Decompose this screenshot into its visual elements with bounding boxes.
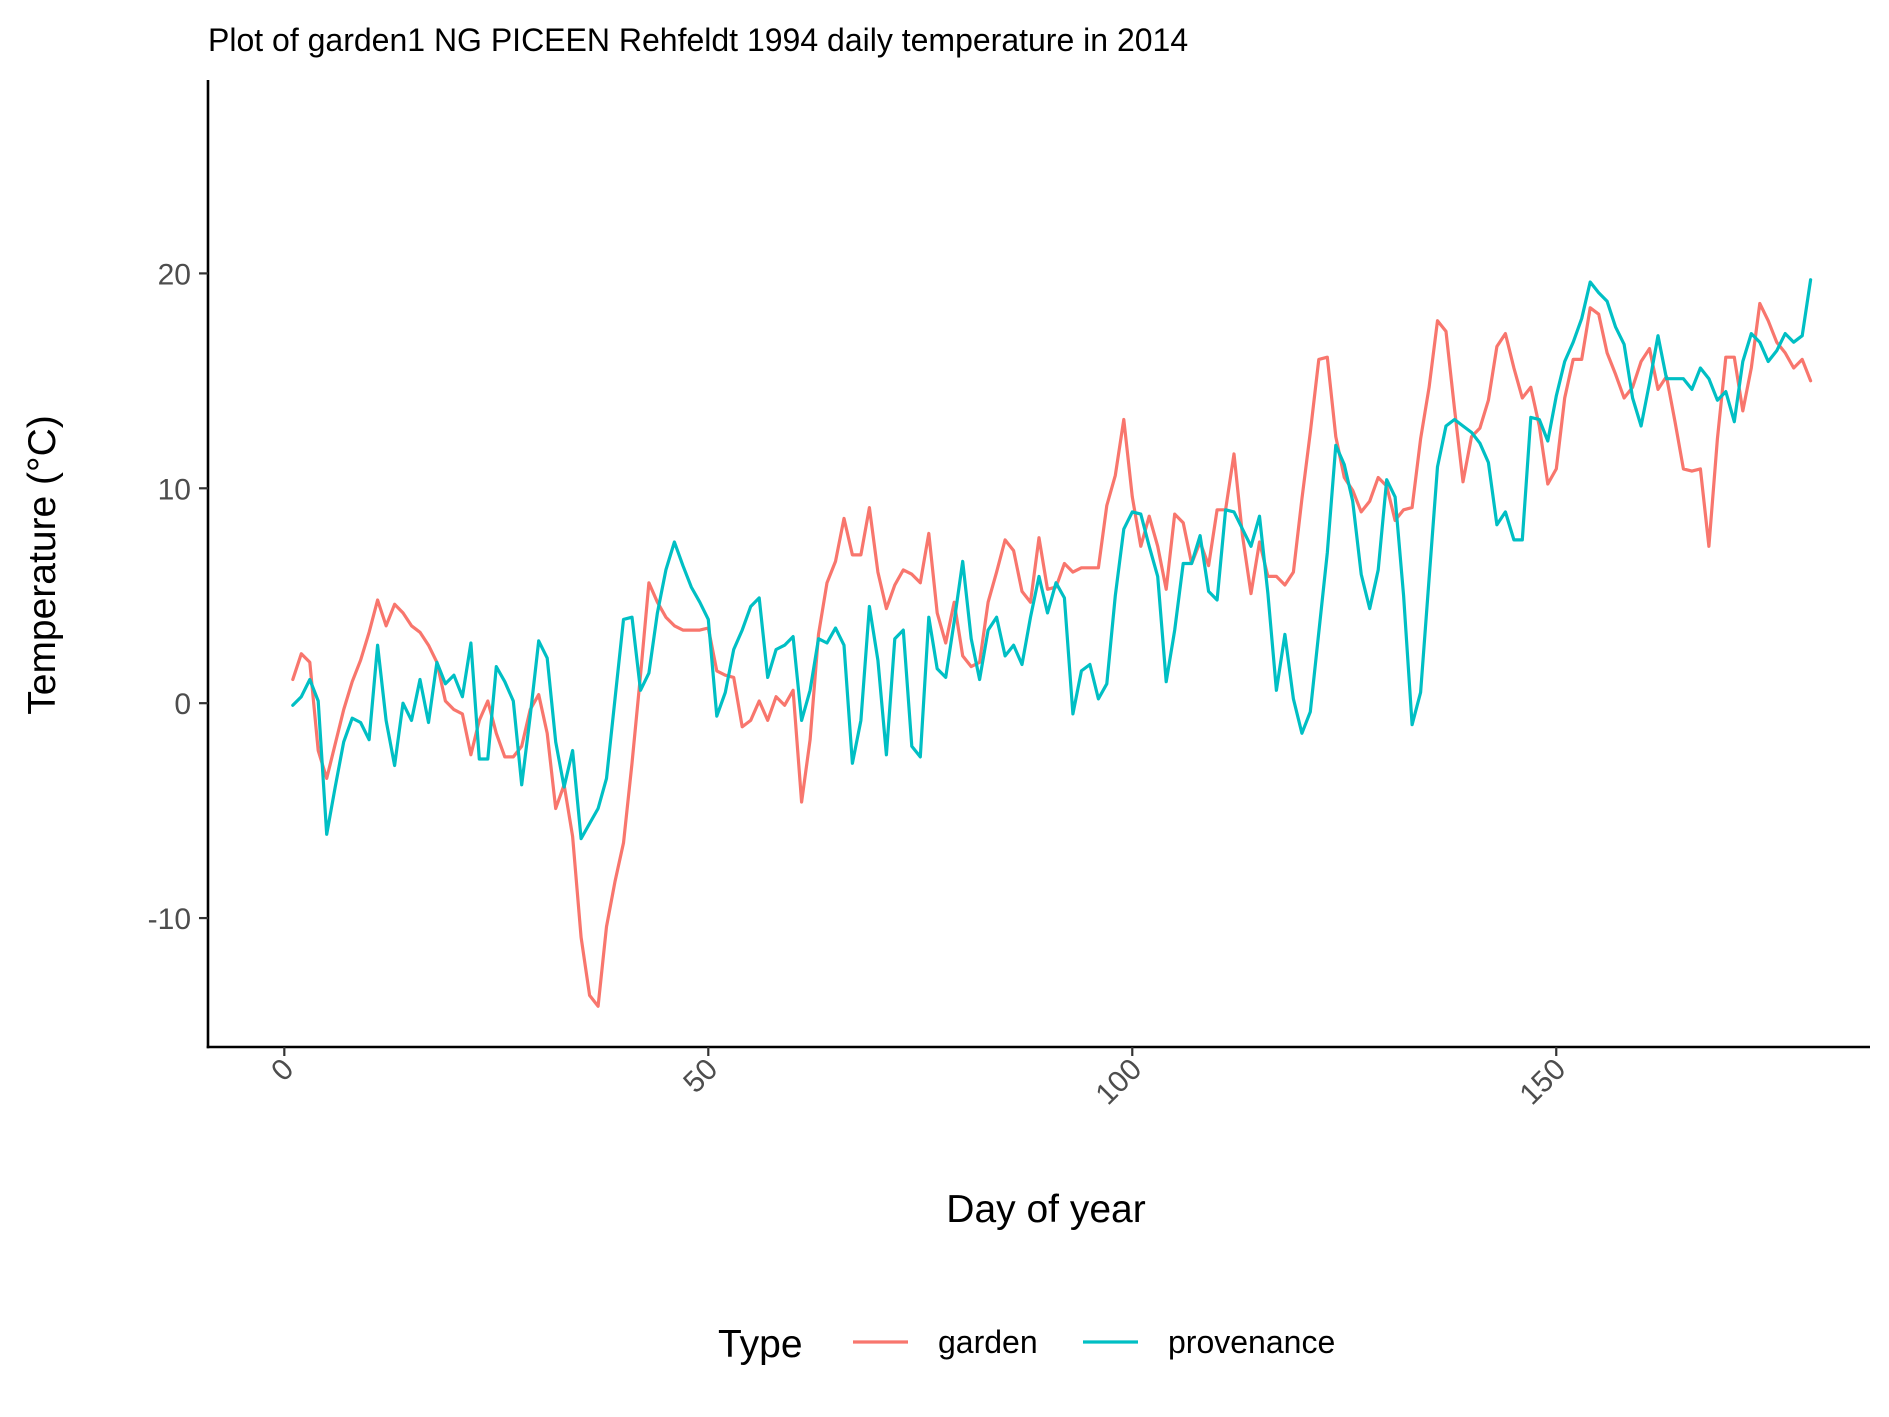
chart-title: Plot of garden1 NG PICEEN Rehfeldt 1994 … [208, 22, 1188, 58]
y-axis-title: Temperature (°C) [21, 415, 64, 715]
x-tick-label: 0 [265, 1053, 300, 1088]
legend-label-garden: garden [938, 1324, 1038, 1360]
x-tick-label: 100 [1089, 1053, 1148, 1112]
x-axis-title: Day of year [946, 1188, 1145, 1231]
y-tick-label: 10 [158, 473, 191, 506]
plot-area [291, 278, 1813, 1008]
legend: Type garden provenance [718, 1323, 1335, 1366]
series-line-garden [291, 301, 1813, 1008]
legend-title: Type [718, 1323, 803, 1366]
axes: -10 0 10 20 0 50 100 150 [148, 80, 1870, 1111]
y-tick-label: 0 [174, 688, 191, 721]
y-tick-label: -10 [148, 903, 191, 936]
x-tick-label: 50 [677, 1053, 724, 1100]
x-tick-label: 150 [1513, 1053, 1572, 1112]
series-line-provenance [291, 278, 1813, 841]
y-tick-label: 20 [158, 258, 191, 291]
legend-label-provenance: provenance [1168, 1324, 1335, 1360]
